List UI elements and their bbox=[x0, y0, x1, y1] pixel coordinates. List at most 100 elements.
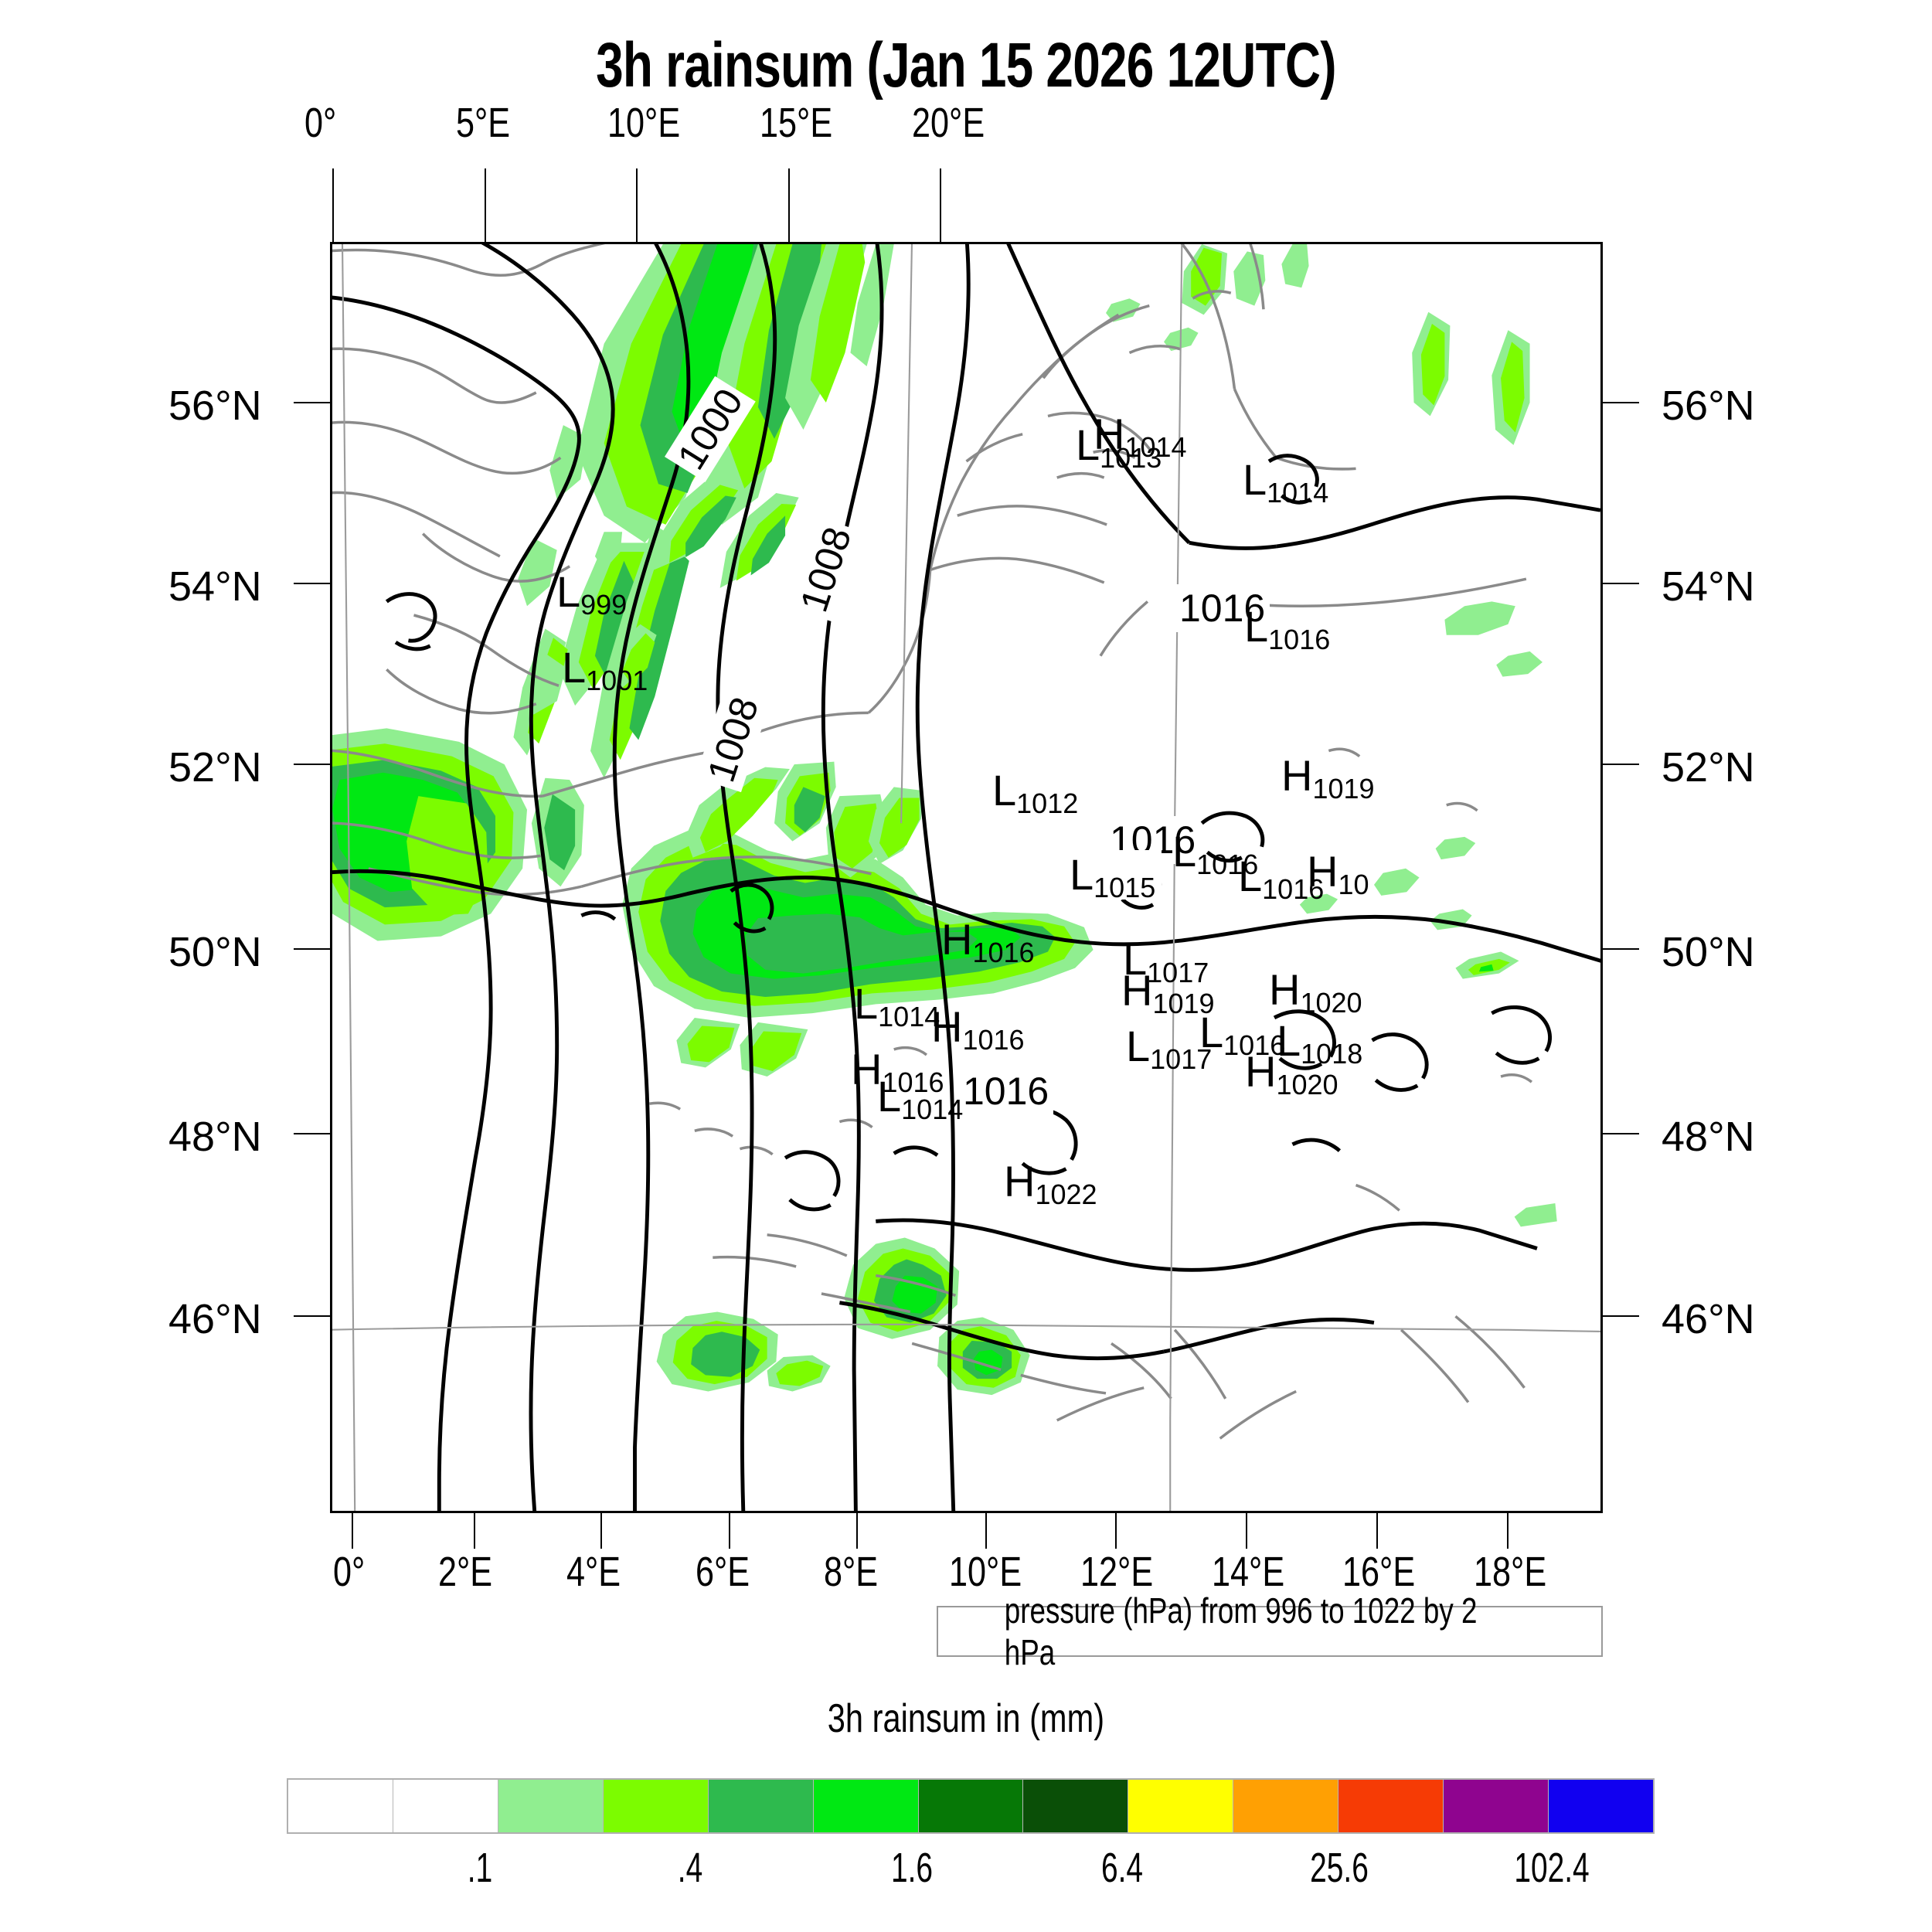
pressure-center-H-10-clipped: H10 bbox=[1307, 847, 1369, 900]
pressure-center-L-1017-a: L1017 bbox=[1123, 935, 1209, 988]
tick-bottom-2 bbox=[600, 1513, 602, 1549]
tick-right-1 bbox=[1603, 583, 1639, 584]
axis-label-bottom-8: 16°E bbox=[1342, 1549, 1416, 1595]
pressure-caption-box: pressure (hPa) from 996 to 1022 by 2 hPa bbox=[937, 1590, 1603, 1672]
colorbar-cell-10 bbox=[1338, 1780, 1444, 1832]
tick-bottom-8 bbox=[1376, 1513, 1378, 1549]
axis-label-left-3: 50°N bbox=[168, 929, 262, 975]
axis-label-left-2: 52°N bbox=[168, 744, 262, 791]
tick-bottom-7 bbox=[1246, 1513, 1247, 1549]
pressure-center-H-1020-b: H1020 bbox=[1245, 1047, 1338, 1100]
colorbar-cell-6 bbox=[918, 1780, 1024, 1832]
axis-label-right-1: 54°N bbox=[1662, 563, 1755, 610]
axis-label-bottom-7: 14°E bbox=[1212, 1549, 1285, 1595]
precip-shading-northsea bbox=[577, 244, 894, 543]
axis-label-left-5: 46°N bbox=[168, 1296, 262, 1342]
axis-label-bottom-5: 10°E bbox=[949, 1549, 1022, 1595]
pressure-center-L-1016-d: L1016 bbox=[1199, 1008, 1286, 1061]
tick-bottom-6 bbox=[1115, 1513, 1117, 1549]
tick-right-4 bbox=[1603, 1133, 1639, 1134]
axis-label-right-2: 52°N bbox=[1662, 744, 1755, 791]
pressure-center-L-1016-a: L1016 bbox=[1244, 602, 1331, 655]
pressure-center-L-1012: L1012 bbox=[992, 766, 1079, 819]
axis-label-right-4: 48°N bbox=[1662, 1114, 1755, 1160]
axis-label-left-1: 54°N bbox=[168, 563, 262, 610]
axis-label-top-2: 10°E bbox=[607, 100, 681, 146]
pressure-caption-text: pressure (hPa) from 996 to 1022 by 2 hPa bbox=[1004, 1590, 1478, 1672]
tick-bottom-5 bbox=[985, 1513, 987, 1549]
axis-label-right-3: 50°N bbox=[1662, 929, 1755, 975]
tick-bottom-1 bbox=[474, 1513, 475, 1549]
axis-label-right-5: 46°N bbox=[1662, 1296, 1755, 1342]
colorbar-tick-2: 1.6 bbox=[890, 1845, 934, 1891]
colorbar[interactable] bbox=[287, 1778, 1655, 1834]
axis-label-top-4: 20°E bbox=[912, 100, 985, 146]
tick-right-3 bbox=[1603, 948, 1639, 950]
tick-bottom-3 bbox=[729, 1513, 730, 1549]
axis-label-bottom-3: 6°E bbox=[696, 1549, 750, 1595]
colorbar-tick-labels: .1 .4 1.6 6.4 25.6 102.4 bbox=[287, 1844, 1655, 1913]
pressure-center-L-1013: L1013 bbox=[1076, 420, 1162, 474]
isobar-label-1016-c: 1016 bbox=[958, 1067, 1054, 1115]
tick-top-1 bbox=[485, 168, 486, 242]
precip-shading-benelux bbox=[518, 425, 799, 715]
axis-label-left-4: 48°N bbox=[168, 1114, 262, 1160]
colorbar-cell-9 bbox=[1233, 1780, 1339, 1832]
precip-shading-england bbox=[332, 728, 584, 941]
axis-label-bottom-6: 12°E bbox=[1080, 1549, 1154, 1595]
colorbar-title: 3h rainsum in (mm) bbox=[0, 1696, 1932, 1742]
pressure-center-H-1016-c: H1016 bbox=[851, 1045, 944, 1098]
pressure-center-L-1017-b: L1017 bbox=[1126, 1022, 1213, 1075]
colorbar-cell-3 bbox=[603, 1780, 709, 1832]
colorbar-tick-4: 25.6 bbox=[1310, 1845, 1369, 1891]
pressure-center-L-1016-c: L1016 bbox=[1238, 852, 1325, 905]
tick-top-3 bbox=[788, 168, 790, 242]
precip-shading-alps bbox=[656, 1237, 1030, 1396]
pressure-center-H-1014: H1014 bbox=[1094, 410, 1187, 463]
pressure-center-L-1014: L1014 bbox=[1243, 455, 1329, 509]
map-canvas bbox=[332, 244, 1600, 1511]
pressure-center-H-1020-a: H1020 bbox=[1269, 965, 1362, 1019]
tick-left-5 bbox=[294, 1315, 330, 1317]
colorbar-cell-11 bbox=[1444, 1780, 1549, 1832]
coastline-layer bbox=[332, 244, 1533, 1440]
colorbar-cell-5 bbox=[813, 1780, 919, 1832]
axis-label-bottom-9: 18°E bbox=[1474, 1549, 1547, 1595]
pressure-center-H-1019-b: H1019 bbox=[1121, 966, 1215, 1019]
pressure-center-H-1016-b: H1016 bbox=[931, 1002, 1025, 1056]
tick-right-2 bbox=[1603, 764, 1639, 765]
axis-label-bottom-1: 2°E bbox=[438, 1549, 493, 1595]
pressure-center-L-1015: L1015 bbox=[1063, 850, 1162, 902]
pressure-center-H-1016-a: H1016 bbox=[941, 915, 1035, 968]
axis-label-bottom-0: 0° bbox=[333, 1549, 366, 1595]
axis-label-right-0: 56°N bbox=[1662, 383, 1755, 429]
axis-label-top-1: 5°E bbox=[456, 100, 511, 146]
colorbar-tick-1: .4 bbox=[677, 1845, 703, 1891]
weather-map[interactable]: 1000 1008 1008 1016 1016 1016 L999 L1001… bbox=[330, 242, 1603, 1513]
tick-left-4 bbox=[294, 1133, 330, 1134]
tick-bottom-9 bbox=[1507, 1513, 1509, 1549]
colorbar-tick-0: .1 bbox=[467, 1845, 493, 1891]
isobar-label-1016-a: 1016 bbox=[1175, 584, 1270, 632]
tick-top-4 bbox=[940, 168, 941, 242]
colorbar-cell-2 bbox=[498, 1780, 604, 1832]
colorbar-cell-8 bbox=[1128, 1780, 1234, 1832]
colorbar-cell-12 bbox=[1549, 1780, 1653, 1832]
tick-left-2 bbox=[294, 764, 330, 765]
tick-bottom-0 bbox=[352, 1513, 353, 1549]
tick-right-5 bbox=[1603, 1315, 1639, 1317]
colorbar-cell-4 bbox=[708, 1780, 814, 1832]
axis-label-bottom-4: 8°E bbox=[824, 1549, 879, 1595]
pressure-center-H-1022: H1022 bbox=[1004, 1157, 1097, 1210]
tick-left-3 bbox=[294, 948, 330, 950]
colorbar-tick-3: 6.4 bbox=[1100, 1845, 1144, 1891]
precip-shading-central-germany bbox=[622, 761, 1094, 1077]
colorbar-cell-0 bbox=[288, 1780, 393, 1832]
pressure-center-H-1019-a: H1019 bbox=[1281, 751, 1375, 804]
pressure-center-L-1014-b: L1014 bbox=[854, 979, 940, 1032]
tick-bottom-4 bbox=[856, 1513, 858, 1549]
pressure-center-L-999: L999 bbox=[556, 567, 628, 621]
pressure-center-L-1018: L1018 bbox=[1277, 1016, 1363, 1070]
axis-label-bottom-2: 4°E bbox=[566, 1549, 621, 1595]
colorbar-title-text: 3h rainsum in (mm) bbox=[827, 1696, 1105, 1741]
